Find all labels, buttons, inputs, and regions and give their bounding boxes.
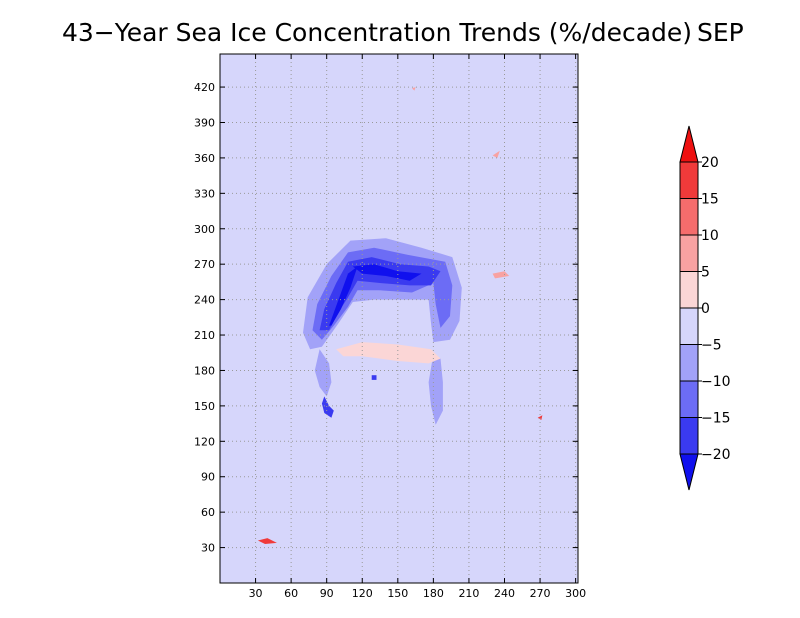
colorbar-label: −5 [701, 338, 722, 354]
y-tick-label: 240 [194, 294, 215, 307]
x-tick-label: 270 [530, 587, 551, 600]
x-tick-label: 60 [284, 587, 298, 600]
colorbar-label: −20 [701, 447, 731, 463]
colorbar-swatch [679, 234, 699, 272]
colorbar-swatch [679, 271, 699, 309]
x-tick-label: 300 [565, 587, 586, 600]
colorbar-label: 20 [701, 155, 719, 171]
plot-frame [219, 53, 579, 584]
colorbar-swatch [679, 344, 699, 382]
colorbar-swatch [679, 417, 699, 455]
trend-region [352, 264, 422, 281]
trend-region [336, 342, 441, 364]
y-tick-label: 210 [194, 329, 215, 342]
x-tick-label: 180 [423, 587, 444, 600]
month-label: SEP [697, 18, 744, 47]
x-tick-label: 90 [320, 587, 334, 600]
trend-region [428, 353, 443, 425]
colorbar-swatch [679, 198, 699, 236]
trend-region [412, 87, 416, 91]
axes: 30 60 90 120 150 180 210 240 270 300 30 60 90 120 150 1… [194, 53, 586, 600]
y-tick-label: 30 [201, 542, 215, 555]
trend-map [220, 54, 578, 583]
colorbar-swatch [679, 307, 699, 345]
x-tick-label: 30 [249, 587, 263, 600]
colorbar-label: −10 [701, 374, 731, 390]
y-tick-label: 270 [194, 258, 215, 271]
colorbar-label: 5 [701, 265, 710, 281]
colorbar-label: 10 [701, 228, 719, 244]
trend-region [329, 266, 358, 326]
trend-region [537, 415, 543, 420]
y-tick-label: 150 [194, 400, 215, 413]
trend-region [492, 150, 500, 158]
trend-region [371, 375, 377, 380]
x-tick-label: 120 [352, 587, 373, 600]
colorbar-label: 0 [701, 301, 710, 317]
grid-lines [220, 54, 578, 583]
colorbar-swatch [679, 380, 699, 418]
trend-region [492, 271, 510, 279]
chart-title-row: 43−Year Sea Ice Concentration Trends (%/… [0, 18, 800, 52]
colorbar-max-arrow [679, 125, 699, 163]
trend-region [257, 538, 277, 544]
colorbar-min-arrow [679, 453, 699, 491]
y-tick-label: 120 [194, 435, 215, 448]
chart-title: 43−Year Sea Ice Concentration Trends (%/… [62, 18, 693, 47]
colorbar: 20 15 10 5 0 −5 −10 −15 −20 [679, 125, 731, 491]
y-tick-label: 300 [194, 223, 215, 236]
y-tick-label: 360 [194, 152, 215, 165]
y-tick-label: 390 [194, 116, 215, 129]
trend-region [321, 396, 334, 418]
trend-region [314, 349, 332, 397]
y-tick-label: 330 [194, 187, 215, 200]
x-tick-label: 240 [494, 587, 515, 600]
colorbar-label: 15 [701, 192, 719, 208]
x-tick-label: 210 [458, 587, 479, 600]
y-tick-label: 180 [194, 364, 215, 377]
y-tick-label: 90 [201, 471, 215, 484]
map-background [220, 54, 578, 583]
y-tick-label: 60 [201, 506, 215, 519]
colorbar-label: −15 [701, 411, 731, 427]
x-tick-label: 150 [387, 587, 408, 600]
colorbar-swatch [679, 161, 699, 199]
y-tick-label: 420 [194, 81, 215, 94]
